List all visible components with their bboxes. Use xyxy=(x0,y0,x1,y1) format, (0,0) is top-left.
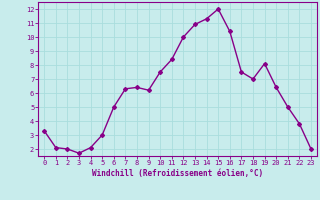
X-axis label: Windchill (Refroidissement éolien,°C): Windchill (Refroidissement éolien,°C) xyxy=(92,169,263,178)
